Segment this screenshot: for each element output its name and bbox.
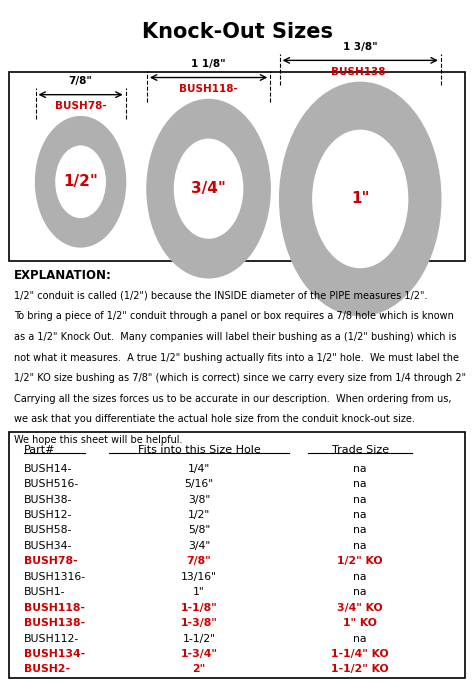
Text: 3/8": 3/8": [188, 495, 210, 505]
Text: 13/16": 13/16": [181, 572, 217, 582]
Text: 1-1/4" KO: 1-1/4" KO: [331, 649, 389, 659]
Text: Trade Size: Trade Size: [332, 445, 389, 455]
Text: BUSH12-: BUSH12-: [24, 510, 72, 520]
Text: BUSH38-: BUSH38-: [24, 495, 72, 505]
Text: BUSH78-: BUSH78-: [55, 101, 106, 111]
Text: na: na: [354, 495, 367, 505]
Text: BUSH134-: BUSH134-: [24, 649, 85, 659]
Text: 5/16": 5/16": [184, 480, 214, 489]
Text: 2": 2": [192, 664, 206, 674]
Text: BUSH118-: BUSH118-: [24, 603, 85, 613]
Text: 1/2" KO: 1/2" KO: [337, 556, 383, 567]
Text: 1-3/8": 1-3/8": [181, 618, 218, 628]
Text: 1/2": 1/2": [188, 510, 210, 520]
Text: 1-1/8": 1-1/8": [181, 603, 218, 613]
Text: BUSH138-: BUSH138-: [24, 618, 85, 628]
Text: na: na: [354, 587, 367, 598]
Text: Part#: Part#: [24, 445, 55, 455]
Text: na: na: [354, 464, 367, 474]
Text: 1-1/2" KO: 1-1/2" KO: [331, 664, 389, 674]
Text: BUSH2-: BUSH2-: [24, 664, 70, 674]
Text: we ask that you differentiate the actual hole size from the conduit knock-out si: we ask that you differentiate the actual…: [14, 414, 415, 425]
Text: na: na: [354, 525, 367, 536]
Text: na: na: [354, 634, 367, 643]
Circle shape: [280, 82, 441, 316]
Text: 3/4": 3/4": [188, 541, 210, 551]
Text: na: na: [354, 541, 367, 551]
Text: 7/8": 7/8": [187, 556, 211, 567]
Text: 1": 1": [193, 587, 205, 598]
Text: BUSH78-: BUSH78-: [24, 556, 77, 567]
Circle shape: [174, 139, 243, 238]
Text: na: na: [354, 572, 367, 582]
Text: 3/4" KO: 3/4" KO: [337, 603, 383, 613]
Text: BUSH58-: BUSH58-: [24, 525, 72, 536]
Text: BUSH14-: BUSH14-: [24, 464, 72, 474]
Text: BUSH118-: BUSH118-: [179, 84, 238, 94]
Text: Knock-Out Sizes: Knock-Out Sizes: [142, 22, 332, 42]
Text: 5/8": 5/8": [188, 525, 210, 536]
Text: na: na: [354, 480, 367, 489]
Text: 1/2" conduit is called (1/2") because the INSIDE diameter of the PIPE measures 1: 1/2" conduit is called (1/2") because th…: [14, 291, 428, 301]
Text: Fits into this Size Hole: Fits into this Size Hole: [138, 445, 260, 455]
Bar: [9, 432, 465, 678]
Text: To bring a piece of 1/2" conduit through a panel or box requires a 7/8 hole whic: To bring a piece of 1/2" conduit through…: [14, 311, 454, 322]
Text: BUSH1-: BUSH1-: [24, 587, 65, 598]
Text: 1" KO: 1" KO: [343, 618, 377, 628]
Circle shape: [36, 117, 126, 247]
Text: 1 1/8": 1 1/8": [191, 59, 226, 69]
Text: BUSH516-: BUSH516-: [24, 480, 79, 489]
Text: 1-1/2": 1-1/2": [182, 634, 216, 643]
Text: 1 3/8": 1 3/8": [343, 42, 378, 52]
Text: as a 1/2" Knock Out.  Many companies will label their bushing as a (1/2" bushing: as a 1/2" Knock Out. Many companies will…: [14, 332, 457, 342]
Text: BUSH112-: BUSH112-: [24, 634, 79, 643]
Text: 1/2": 1/2": [63, 174, 98, 189]
Text: BUSH138-: BUSH138-: [331, 67, 390, 77]
Text: 1-3/4": 1-3/4": [181, 649, 218, 659]
Text: BUSH1316-: BUSH1316-: [24, 572, 86, 582]
Text: We hope this sheet will be helpful.: We hope this sheet will be helpful.: [14, 435, 182, 445]
Circle shape: [147, 99, 270, 278]
Text: 3/4": 3/4": [191, 181, 226, 196]
Circle shape: [56, 146, 105, 217]
Text: na: na: [354, 510, 367, 520]
Text: not what it measures.  A true 1/2" bushing actually fits into a 1/2" hole.  We m: not what it measures. A true 1/2" bushin…: [14, 353, 459, 363]
Circle shape: [313, 130, 408, 268]
Text: EXPLANATION:: EXPLANATION:: [14, 269, 112, 282]
Text: 1/2" KO size bushing as 7/8" (which is correct) since we carry every size from 1: 1/2" KO size bushing as 7/8" (which is c…: [14, 373, 466, 383]
Text: Carrying all the sizes forces us to be accurate in our description.  When orderi: Carrying all the sizes forces us to be a…: [14, 394, 452, 404]
Bar: [9, 72, 465, 261]
Text: BUSH34-: BUSH34-: [24, 541, 72, 551]
Text: 1/4": 1/4": [188, 464, 210, 474]
Text: 1": 1": [351, 191, 370, 206]
Text: 7/8": 7/8": [69, 76, 92, 86]
